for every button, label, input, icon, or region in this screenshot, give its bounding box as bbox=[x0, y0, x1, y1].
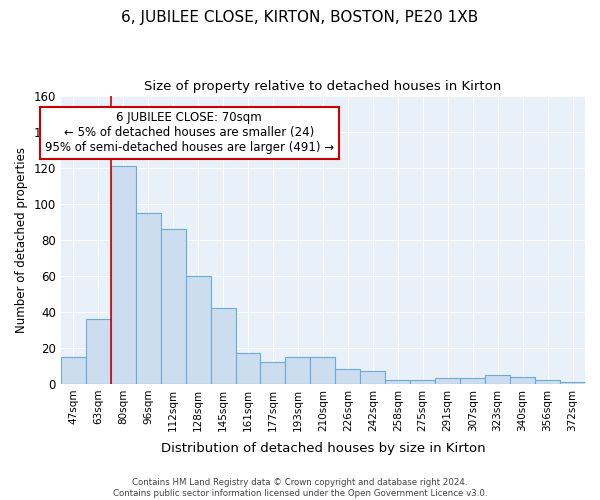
Bar bbox=[310, 357, 335, 384]
Text: Contains HM Land Registry data © Crown copyright and database right 2024.
Contai: Contains HM Land Registry data © Crown c… bbox=[113, 478, 487, 498]
Bar bbox=[211, 308, 236, 384]
Text: 6, JUBILEE CLOSE, KIRTON, BOSTON, PE20 1XB: 6, JUBILEE CLOSE, KIRTON, BOSTON, PE20 1… bbox=[121, 10, 479, 25]
Bar bbox=[560, 382, 585, 384]
Bar bbox=[61, 357, 86, 384]
Bar bbox=[410, 380, 435, 384]
Bar bbox=[136, 212, 161, 384]
X-axis label: Distribution of detached houses by size in Kirton: Distribution of detached houses by size … bbox=[161, 442, 485, 455]
Bar bbox=[361, 372, 385, 384]
Y-axis label: Number of detached properties: Number of detached properties bbox=[15, 146, 28, 332]
Bar bbox=[111, 166, 136, 384]
Text: 6 JUBILEE CLOSE: 70sqm
← 5% of detached houses are smaller (24)
95% of semi-deta: 6 JUBILEE CLOSE: 70sqm ← 5% of detached … bbox=[44, 112, 334, 154]
Bar bbox=[161, 229, 185, 384]
Bar bbox=[485, 375, 510, 384]
Bar bbox=[286, 357, 310, 384]
Title: Size of property relative to detached houses in Kirton: Size of property relative to detached ho… bbox=[144, 80, 502, 93]
Bar bbox=[510, 376, 535, 384]
Bar bbox=[385, 380, 410, 384]
Bar bbox=[460, 378, 485, 384]
Bar bbox=[86, 319, 111, 384]
Bar bbox=[535, 380, 560, 384]
Bar bbox=[260, 362, 286, 384]
Bar bbox=[335, 370, 361, 384]
Bar bbox=[236, 354, 260, 384]
Bar bbox=[185, 276, 211, 384]
Bar bbox=[435, 378, 460, 384]
